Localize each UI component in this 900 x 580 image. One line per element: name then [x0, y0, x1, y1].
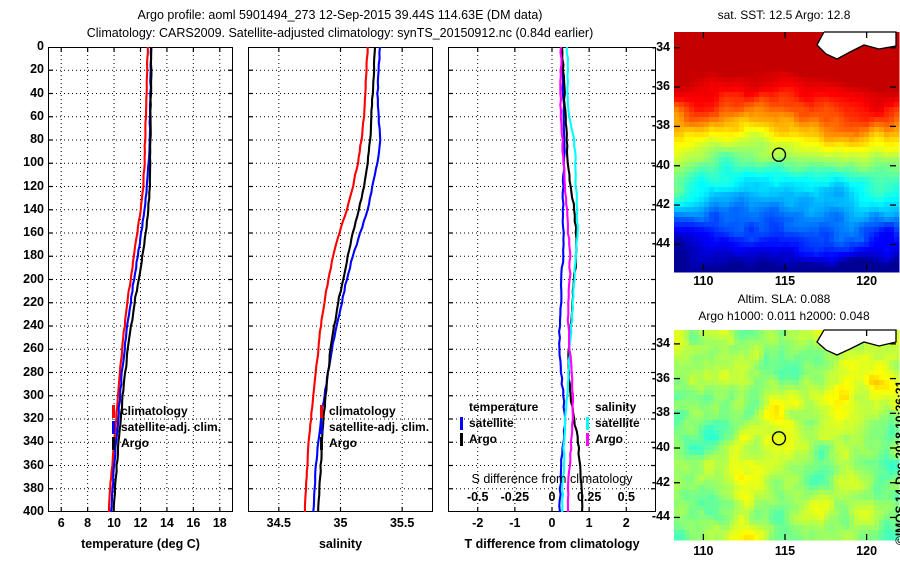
legend-swatch-satellite-adj	[320, 421, 323, 434]
sst-map-title: sat. SST: 12.5 Argo: 12.8	[717, 8, 851, 22]
t-difference-tick-label: 1	[585, 516, 593, 530]
sla-map-canvas	[674, 329, 900, 541]
latitude-tick-label: -42	[651, 474, 670, 489]
depth-tick-label: 220	[23, 294, 44, 309]
legend-swatch-argo	[112, 437, 115, 450]
salinity-plot-canvas	[248, 46, 433, 513]
t-difference-tick-label: -1	[509, 516, 521, 530]
legend-swatch-satellite-adj	[112, 421, 115, 434]
legend-label-salinity-satellite: satellite	[595, 416, 640, 430]
temperature-tick-label: 12	[133, 516, 148, 530]
s-difference-axis-label: S difference from climatology	[471, 472, 633, 486]
t-difference-tick-label: 2	[622, 516, 630, 530]
temperature-tick-label: 16	[186, 516, 201, 530]
depth-tick-label: 40	[30, 85, 44, 100]
depth-tick-label: 200	[23, 271, 44, 286]
difference-legend-temperature: temperature satellite Argo	[460, 400, 538, 448]
legend-header-temperature: temperature	[469, 400, 539, 414]
latitude-tick-label: -36	[651, 370, 670, 385]
legend-header-salinity: salinity	[595, 400, 637, 414]
latitude-tick-label: -42	[651, 197, 670, 212]
latitude-tick-label: -38	[651, 405, 670, 420]
temperature-plot-canvas	[48, 46, 233, 513]
depth-tick-label: 160	[23, 225, 44, 239]
depth-tick-label: 140	[23, 201, 44, 216]
latitude-tick-label: -40	[651, 440, 670, 455]
salinity-tick-label: 34.5	[266, 516, 291, 530]
page-title-line2: Climatology: CARS2009. Satellite-adjuste…	[86, 26, 594, 40]
difference-plot-canvas	[448, 46, 656, 513]
depth-tick-label: 360	[23, 457, 44, 472]
temperature-tick-label: 10	[107, 516, 122, 530]
legend-label-climatology: climatology	[121, 404, 188, 418]
legend-swatch-climatology	[112, 405, 115, 418]
s-difference-tick-label: -0.5	[466, 490, 489, 504]
temperature-axis-label: temperature (deg C)	[81, 537, 200, 551]
s-difference-tick-label: -0.25	[500, 490, 530, 504]
imos-credit: ©IMOS 14-Dec-2018 10:26:21	[893, 380, 900, 545]
temperature-tick-label: 6	[57, 516, 65, 530]
depth-tick-label: 340	[23, 434, 44, 449]
sst-map-canvas	[674, 31, 900, 273]
salinity-tick-label: 35.5	[389, 516, 415, 530]
depth-tick-label: 380	[23, 480, 44, 495]
t-difference-tick-label: -2	[472, 516, 484, 530]
latitude-tick-label: -34	[651, 39, 670, 54]
salinity-tick-label: 35	[333, 516, 348, 530]
latitude-tick-label: -34	[651, 335, 670, 350]
depth-tick-label: 260	[23, 341, 44, 356]
difference-legend-salinity: salinity satellite Argo	[586, 400, 640, 448]
depth-tick-label: 60	[30, 108, 44, 123]
latitude-tick-label: -44	[651, 236, 670, 251]
depth-tick-label: 180	[23, 248, 44, 263]
t-difference-tick-label: 0	[548, 516, 556, 530]
temperature-tick-label: 18	[212, 516, 227, 530]
longitude-tick-label: 120	[856, 274, 878, 288]
legend-label-climatology: climatology	[329, 404, 396, 418]
legend-swatch-temperature-argo	[460, 433, 463, 446]
s-difference-tick-label: 0.25	[576, 490, 602, 504]
longitude-tick-label: 115	[774, 274, 796, 288]
depth-tick-label: 240	[23, 318, 44, 332]
longitude-tick-label: 110	[693, 274, 714, 288]
t-difference-axis-label: T difference from climatology	[464, 537, 640, 551]
s-difference-tick-label: 0	[548, 490, 556, 504]
depth-tick-label: 20	[30, 62, 44, 77]
longitude-tick-label: 120	[856, 544, 878, 558]
depth-tick-label: 300	[23, 387, 44, 402]
depth-tick-label: 0	[37, 39, 44, 53]
legend-label-temperature-satellite: satellite	[469, 416, 514, 430]
latitude-tick-label: -38	[651, 118, 670, 133]
depth-tick-label: 100	[23, 155, 44, 170]
depth-tick-label: 280	[23, 364, 44, 379]
temperature-tick-label: 14	[159, 516, 174, 530]
legend-label-argo: Argo	[329, 436, 357, 450]
legend-swatch-climatology	[320, 405, 323, 418]
sla-map-title-line1: Altim. SLA: 0.088	[737, 292, 831, 306]
legend-label-temperature-argo: Argo	[469, 432, 497, 446]
salinity-axis-label: salinity	[318, 537, 363, 551]
legend-label-satellite-adj: satellite-adj. clim.	[121, 420, 222, 434]
temperature-tick-label: 8	[84, 516, 92, 530]
legend-swatch-salinity-argo	[586, 433, 589, 446]
legend-swatch-salinity-satellite	[586, 417, 589, 430]
page-title-line1: Argo profile: aoml 5901494_273 12-Sep-20…	[137, 8, 543, 22]
depth-tick-label: 120	[23, 178, 44, 193]
s-difference-tick-label: 0.5	[617, 490, 635, 504]
latitude-tick-label: -44	[651, 509, 670, 524]
longitude-tick-label: 110	[693, 544, 714, 558]
depth-tick-label: 400	[23, 504, 44, 518]
legend-swatch-temperature-satellite	[460, 417, 463, 430]
sla-map-title-line2: Argo h1000: 0.011 h2000: 0.048	[698, 309, 870, 323]
latitude-tick-label: -40	[651, 157, 670, 172]
legend-label-satellite-adj: satellite-adj. clim.	[329, 420, 430, 434]
depth-tick-label: 320	[23, 411, 44, 425]
legend-label-salinity-argo: Argo	[595, 432, 623, 446]
legend-label-argo: Argo	[121, 436, 149, 450]
depth-tick-label: 80	[30, 132, 44, 146]
legend-swatch-argo	[320, 437, 323, 450]
latitude-tick-label: -36	[651, 79, 670, 94]
longitude-tick-label: 115	[774, 544, 796, 558]
